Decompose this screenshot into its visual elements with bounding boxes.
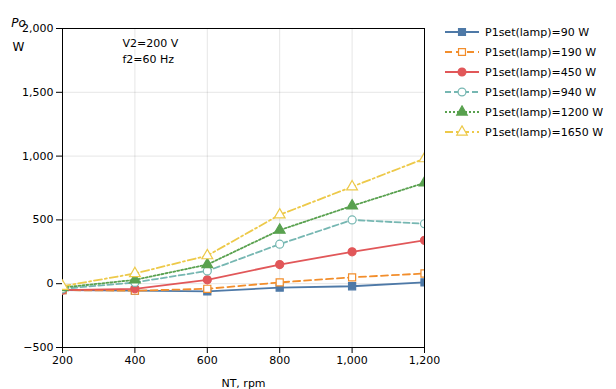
svg-text:−500: −500 [23,341,53,354]
svg-text:1,500: 1,500 [22,86,54,99]
svg-text:500: 500 [33,213,54,226]
html-text:P1set(lamp)=940 W: P1set(lamp)=940 W [485,85,597,99]
svg-text:Po: Po [11,16,26,30]
svg-text:NT, rpm: NT, rpm [221,377,265,389]
html-text:P1set(lamp)=1200 W: P1set(lamp)=1200 W [485,105,604,119]
html-text:P1set(lamp)=450 W: P1set(lamp)=450 W [485,65,597,79]
svg-text:V2=200 Vf2=60 Hz: V2=200 Vf2=60 Hz [123,37,179,65]
svg-text:200: 200 [52,354,73,367]
svg-text:800: 800 [269,354,290,367]
svg-text:400: 400 [124,354,145,367]
html-text:P1set(lamp)=190 W: P1set(lamp)=190 W [485,45,597,59]
html-text:P1set(lamp)=90 W: P1set(lamp)=90 W [485,25,590,39]
svg-text:1,000: 1,000 [22,150,54,163]
svg-text:0: 0 [47,277,54,290]
svg-text:2,000: 2,000 [22,22,54,35]
svg-text:600: 600 [197,354,218,367]
svg-text:1,000: 1,000 [336,354,368,367]
svg-text:1,200: 1,200 [409,354,440,367]
html-text:P1set(lamp)=1650 W: P1set(lamp)=1650 W [485,125,604,139]
svg-text:W: W [13,40,25,54]
